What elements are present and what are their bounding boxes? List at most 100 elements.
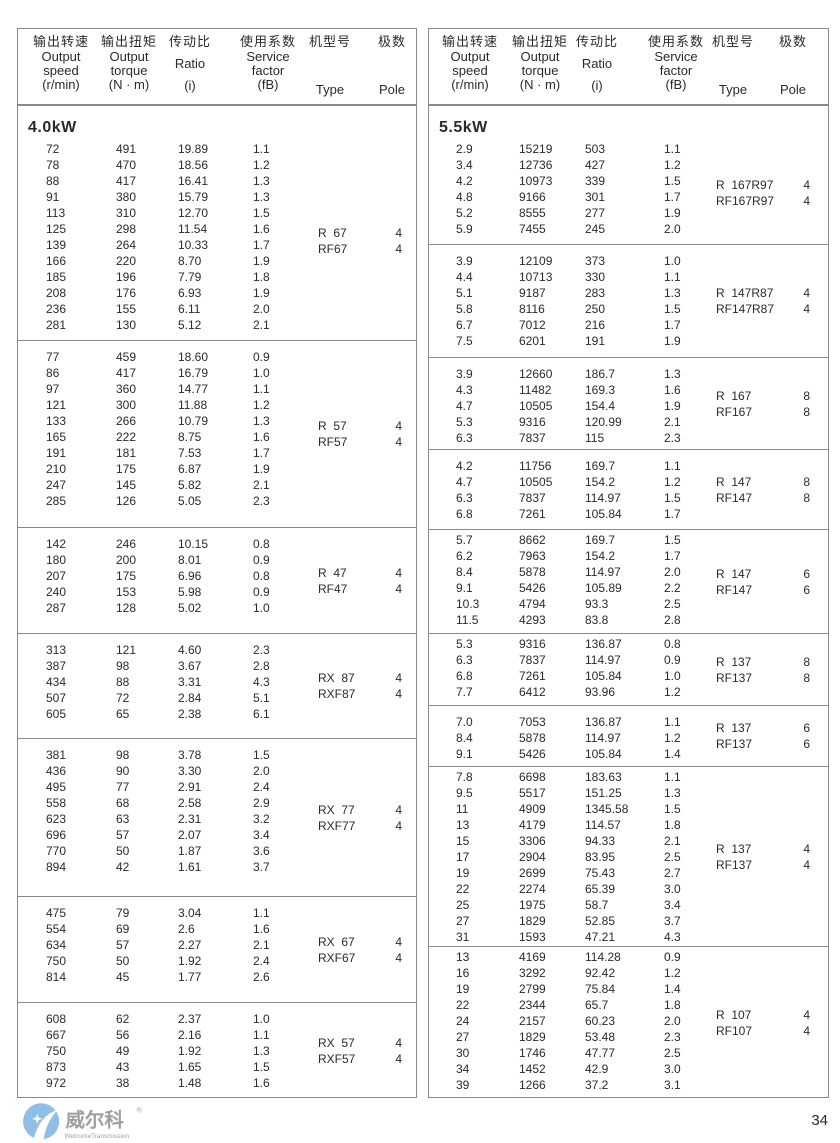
torque-cell: 6698 (519, 770, 546, 784)
ratio-cell: 105.89 (585, 581, 622, 595)
table-row: 4.2 11756 169.7 1.1 (429, 458, 828, 474)
table-row: 13 4179 114.57 1.8 (429, 817, 828, 833)
service-factor-cell: 2.5 (664, 850, 681, 864)
torque-cell: 12660 (519, 367, 553, 381)
service-factor-cell: 1.9 (253, 254, 270, 268)
ratio-cell: 7.53 (178, 446, 202, 460)
table-row: 9.1 5426 105.89 2.2 (429, 580, 828, 596)
torque-cell: 222 (116, 430, 137, 444)
speed-cell: 3.4 (456, 158, 473, 172)
table-row: 208 176 6.93 1.9 (18, 285, 416, 301)
service-factor-cell: 2.9 (253, 796, 270, 810)
service-factor-cell: 2.1 (253, 318, 270, 332)
speed-cell: 507 (46, 691, 67, 705)
torque-cell: 7455 (519, 222, 546, 236)
table-row: 17 2904 83.95 2.5 (429, 849, 828, 865)
torque-cell: 2157 (519, 1014, 546, 1028)
speed-cell: 2.9 (456, 142, 473, 156)
table-row: 24 2157 60.23 2.0 (429, 1013, 828, 1029)
torque-cell: 6201 (519, 334, 546, 348)
model-group: 4.2 11756 169.7 1.1 4.7 10505 154.2 1.2 6.3 7837 1… (429, 450, 828, 530)
ratio-cell: 92.42 (585, 966, 616, 980)
ratio-cell: 154.4 (585, 399, 616, 413)
speed-cell: 121 (46, 398, 67, 412)
ratio-cell: 114.97 (585, 653, 621, 667)
ratio-cell: 2.16 (178, 1028, 202, 1042)
speed-cell: 634 (46, 938, 67, 952)
speed-cell: 22 (456, 998, 470, 1012)
table-row: 22 2274 65.39 3.0 (429, 881, 828, 897)
speed-cell: 240 (46, 585, 67, 599)
table-row: 207 175 6.96 0.8 (18, 568, 416, 584)
type-cell: R 47 RF47 (318, 565, 348, 596)
ratio-cell: 283 (585, 286, 606, 300)
speed-cell: 11.5 (456, 613, 479, 627)
service-factor-cell: 1.5 (664, 491, 681, 505)
service-factor-cell: 2.4 (253, 954, 270, 968)
speed-cell: 667 (46, 1028, 67, 1042)
speed-cell: 7.0 (456, 715, 473, 729)
service-factor-cell: 1.9 (253, 286, 270, 300)
ratio-cell: 75.43 (585, 866, 616, 880)
torque-cell: 10713 (519, 270, 553, 284)
header-cn: 输出扭矩 (100, 34, 157, 49)
torque-cell: 128 (116, 601, 137, 615)
ratio-cell: 114.97 (585, 565, 621, 579)
model-group: 381 98 3.78 1.5 436 90 3.30 2.0 495 77 2.91 2.4 558 6… (18, 739, 416, 897)
ratio-cell: 5.02 (178, 601, 202, 615)
ratio-cell: 10.79 (178, 414, 209, 428)
speed-cell: 77 (46, 350, 60, 364)
ratio-cell: 136.87 (585, 715, 622, 729)
service-factor-cell: 1.6 (664, 383, 681, 397)
header-en: Ratio (581, 56, 613, 71)
service-factor-cell: 2.8 (664, 613, 681, 627)
table-row: 11 4909 1345.58 1.5 (429, 801, 828, 817)
speed-cell: 770 (46, 844, 67, 858)
table-row: 2.9 15219 503 1.1 (429, 141, 828, 157)
speed-cell: 208 (46, 286, 67, 300)
speed-cell: 78 (46, 158, 60, 172)
table-row: 16 3292 92.42 1.2 (429, 965, 828, 981)
speed-cell: 191 (46, 446, 67, 460)
table-row: 281 130 5.12 2.1 (18, 317, 416, 333)
service-factor-cell: 2.0 (253, 764, 270, 778)
ratio-cell: 186.7 (585, 367, 616, 381)
speed-cell: 19 (456, 982, 470, 996)
table-row: 285 126 5.05 2.3 (18, 493, 416, 509)
torque-cell: 417 (116, 366, 137, 380)
service-factor-cell: 1.4 (664, 982, 681, 996)
speed-cell: 39 (456, 1078, 470, 1092)
ratio-cell: 3.30 (178, 764, 202, 778)
watermark-logo: 威尔科 WelcomeTransmission ® (23, 1103, 143, 1140)
table-row: 166 220 8.70 1.9 (18, 253, 416, 269)
torque-cell: 459 (116, 350, 137, 364)
torque-cell: 9316 (519, 415, 546, 429)
table-row: 8.4 5878 114.97 1.2 (429, 730, 828, 746)
table-row: 88 417 16.41 1.3 (18, 173, 416, 189)
service-factor-cell: 1.2 (253, 398, 270, 412)
ratio-cell: 18.56 (178, 158, 209, 172)
torque-cell: 49 (116, 1044, 130, 1058)
torque-cell: 5426 (519, 581, 546, 595)
service-factor-cell: 1.2 (664, 685, 681, 699)
torque-cell: 15219 (519, 142, 553, 156)
torque-cell: 45 (116, 970, 130, 984)
speed-cell: 436 (46, 764, 67, 778)
speed-cell: 558 (46, 796, 67, 810)
torque-cell: 98 (116, 659, 130, 673)
torque-cell: 153 (116, 585, 137, 599)
header-en: Pole (779, 82, 807, 97)
service-factor-cell: 2.3 (664, 431, 681, 445)
table-row: 11.5 4293 83.8 2.8 (429, 612, 828, 628)
torque-cell: 90 (116, 764, 130, 778)
ratio-cell: 8.01 (178, 553, 202, 567)
service-factor-cell: 1.3 (253, 414, 270, 428)
svg-text:威尔科: 威尔科 (66, 1109, 125, 1132)
ratio-cell: 5.05 (178, 494, 202, 508)
torque-cell: 9166 (519, 190, 546, 204)
service-factor-cell: 1.2 (664, 158, 681, 172)
header-en: factor (659, 63, 693, 78)
torque-cell: 246 (116, 537, 137, 551)
torque-cell: 9187 (519, 286, 546, 300)
